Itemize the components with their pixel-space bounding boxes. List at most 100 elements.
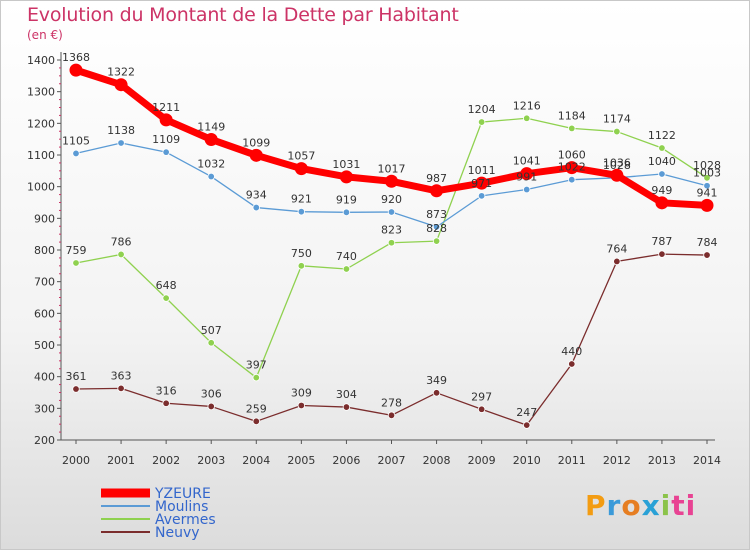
data-label-neuvy: 361 (66, 370, 87, 383)
data-point-avermes (477, 118, 486, 126)
data-label-yzeure: 1011 (468, 164, 496, 177)
data-label-moulins: 920 (381, 193, 402, 206)
data-point-neuvy (207, 402, 215, 411)
data-label-neuvy: 440 (561, 345, 582, 358)
data-label-avermes: 1122 (648, 129, 676, 142)
data-label-neuvy: 297 (471, 390, 492, 403)
data-point-neuvy (523, 421, 531, 429)
data-point-yzeure (69, 63, 83, 77)
data-point-yzeure (294, 162, 308, 176)
data-point-avermes (703, 174, 711, 182)
data-point-yzeure (475, 176, 489, 190)
y-tick-label: 300 (34, 402, 55, 415)
data-label-neuvy: 278 (381, 396, 402, 409)
x-tick-label: 2012 (603, 454, 631, 467)
data-point-avermes (117, 250, 125, 259)
data-point-avermes (342, 265, 351, 273)
legend-label-avermes: Avermes (155, 512, 216, 528)
data-point-avermes (658, 144, 666, 152)
data-label-moulins: 991 (516, 171, 537, 184)
y-tick-label: 1200 (27, 117, 55, 130)
data-point-moulins (432, 223, 441, 231)
unit-label: (en €) (27, 28, 63, 42)
data-point-yzeure (655, 196, 669, 210)
y-tick-label: 1400 (27, 54, 55, 67)
data-point-neuvy (477, 405, 486, 413)
data-point-avermes (613, 127, 621, 136)
data-label-yzeure: 1036 (603, 156, 631, 169)
data-label-avermes: 823 (381, 224, 402, 237)
data-point-yzeure (204, 132, 218, 146)
data-label-yzeure: 941 (697, 186, 718, 199)
legend-label-yzeure: YZEURE (154, 486, 211, 502)
data-label-neuvy: 304 (336, 388, 357, 401)
data-label-neuvy: 787 (651, 235, 672, 248)
data-label-yzeure: 1060 (558, 149, 586, 162)
x-tick-label: 2008 (423, 454, 451, 467)
data-point-neuvy (72, 385, 80, 393)
data-label-neuvy: 306 (201, 387, 222, 400)
data-point-moulins (72, 149, 80, 158)
data-point-neuvy (297, 401, 306, 410)
data-point-avermes (252, 373, 260, 382)
data-point-yzeure (159, 113, 173, 127)
y-tick-label: 900 (34, 212, 55, 225)
data-point-neuvy (117, 384, 125, 393)
data-point-avermes (387, 239, 396, 247)
data-label-moulins: 1028 (603, 159, 631, 172)
data-point-avermes (523, 114, 531, 122)
x-tick-label: 2014 (693, 454, 721, 467)
data-point-yzeure (385, 174, 398, 188)
data-point-moulins (252, 203, 260, 212)
data-label-moulins: 1109 (152, 133, 180, 146)
data-point-neuvy (252, 417, 260, 426)
data-label-yzeure: 1057 (287, 150, 315, 163)
data-point-avermes (162, 294, 170, 302)
data-label-avermes: 750 (291, 247, 312, 260)
data-label-avermes: 786 (111, 235, 132, 248)
data-point-moulins (703, 182, 711, 190)
data-point-yzeure (520, 167, 534, 181)
data-point-avermes (568, 124, 576, 133)
data-point-avermes (432, 237, 441, 245)
x-tick-label: 2005 (287, 454, 315, 467)
x-tick-label: 2013 (648, 454, 676, 467)
x-tick-label: 2002 (152, 454, 180, 467)
data-label-moulins: 1032 (197, 158, 225, 171)
data-point-yzeure (430, 184, 444, 198)
data-point-moulins (523, 185, 531, 194)
x-tick-label: 2010 (513, 454, 541, 467)
x-tick-label: 2003 (197, 454, 225, 467)
data-point-neuvy (568, 360, 576, 368)
data-label-yzeure: 1041 (513, 155, 541, 168)
x-tick-label: 2000 (62, 454, 90, 467)
data-point-yzeure (249, 148, 263, 162)
data-point-yzeure (610, 168, 624, 182)
data-point-moulins (117, 139, 125, 147)
legend-label-neuvy: Neuvy (155, 525, 200, 541)
data-label-neuvy: 316 (156, 384, 177, 397)
data-label-yzeure: 1368 (62, 51, 90, 64)
data-label-yzeure: 1211 (152, 101, 180, 114)
y-tick-label: 200 (34, 434, 55, 447)
data-label-yzeure: 1322 (107, 66, 135, 79)
data-point-neuvy (387, 411, 396, 419)
data-label-neuvy: 349 (426, 374, 447, 387)
data-label-avermes: 828 (426, 222, 447, 235)
legend-label-moulins: Moulins (155, 499, 208, 515)
data-point-yzeure (114, 78, 128, 92)
data-label-avermes: 507 (201, 324, 222, 337)
y-tick-label: 1300 (27, 86, 55, 99)
data-point-neuvy (703, 251, 711, 259)
data-label-neuvy: 784 (697, 236, 718, 249)
data-label-yzeure: 949 (651, 184, 672, 197)
data-point-yzeure (339, 170, 353, 184)
data-label-neuvy: 309 (291, 386, 312, 399)
data-label-avermes: 1216 (513, 99, 541, 112)
data-point-moulins (342, 208, 351, 217)
data-label-moulins: 919 (336, 193, 357, 206)
y-tick-label: 1000 (27, 181, 55, 194)
data-label-avermes: 1174 (603, 113, 631, 126)
y-tick-label: 800 (34, 244, 55, 257)
data-label-avermes: 759 (66, 244, 87, 257)
